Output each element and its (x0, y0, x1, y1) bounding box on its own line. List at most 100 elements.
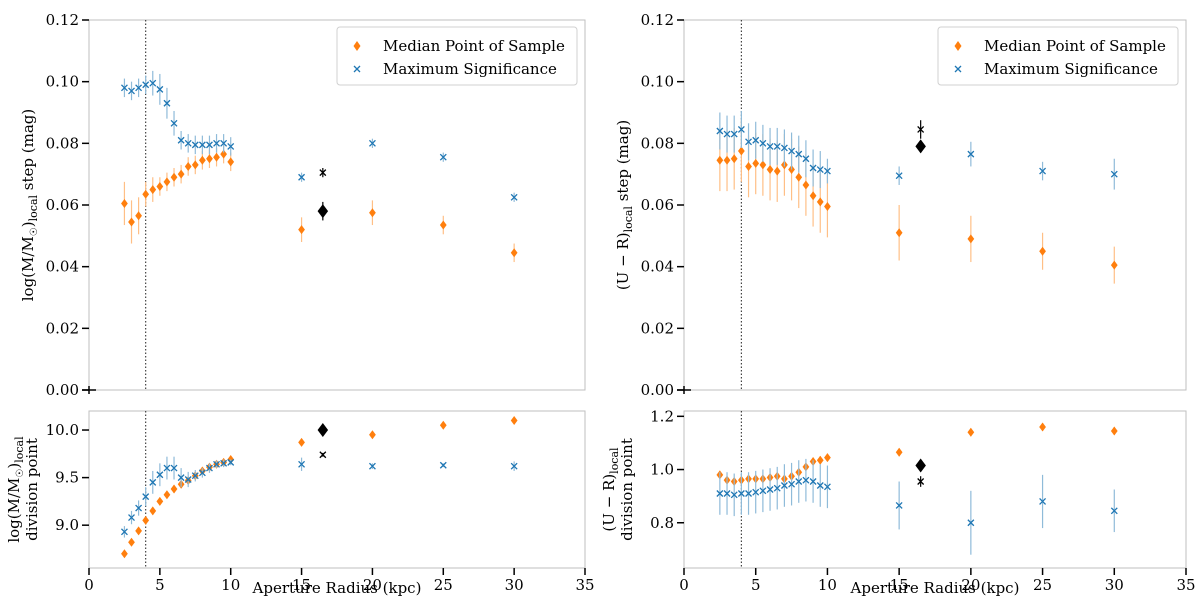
data-point-diamond (213, 152, 220, 162)
data-point-x (773, 484, 781, 492)
data-point-diamond (191, 160, 199, 170)
data-point-diamond (723, 155, 731, 165)
data-point-x (723, 490, 731, 497)
data-point-x (730, 491, 738, 499)
data-point-x (128, 87, 135, 95)
data-point-x (745, 138, 753, 146)
data-point-diamond (156, 496, 164, 506)
data-point-diamond (716, 155, 724, 165)
y-tick-label: 0.8 (650, 514, 674, 532)
data-point-x (766, 142, 774, 150)
data-point-x (737, 490, 745, 497)
y-axis-label: log(M/M☉)local step (mag) (19, 109, 40, 302)
data-point-x (220, 459, 228, 467)
data-point-x (759, 487, 767, 495)
data-point-x (149, 79, 157, 87)
data-point-diamond (317, 204, 329, 219)
data-point-x (766, 486, 774, 493)
data-point-diamond (135, 211, 142, 221)
y-tick-label: 10.0 (46, 421, 79, 439)
legend-box (336, 26, 578, 86)
y-tick-label: 1.0 (650, 461, 674, 479)
data-point-diamond (369, 430, 376, 440)
y-tick-label: 0.10 (46, 73, 79, 91)
data-point-x (184, 476, 192, 483)
x-tick-label: 35 (1176, 576, 1195, 594)
data-point-diamond (170, 172, 178, 182)
data-point-x (170, 464, 178, 472)
data-point-diamond (745, 161, 752, 171)
y-tick-label: 0.00 (46, 381, 79, 399)
data-point-x (802, 476, 810, 484)
data-point-diamond (184, 161, 192, 171)
data-point-diamond (369, 208, 376, 218)
legend-label: Maximum Significance (383, 60, 557, 78)
data-point-x (716, 490, 724, 497)
data-point-diamond (752, 158, 760, 168)
data-point-x (795, 150, 803, 158)
data-point-x (917, 478, 925, 485)
data-point-x (120, 528, 128, 536)
data-point-x (368, 139, 376, 147)
data-point-diamond (149, 506, 157, 516)
data-point-x (177, 136, 185, 144)
data-point-x (809, 164, 817, 172)
data-point-x (823, 483, 831, 491)
legend: Median Point of Sample Maximum Significan… (937, 26, 1179, 86)
data-point-diamond (1110, 260, 1118, 270)
data-point-x (773, 142, 781, 150)
data-point-x (730, 130, 738, 138)
data-point-diamond (766, 165, 774, 175)
x-tick-label: 25 (434, 576, 453, 594)
data-point-diamond (1110, 426, 1118, 436)
series-maximum-significance (716, 458, 1118, 555)
data-point-diamond (128, 537, 135, 547)
data-point-diamond (156, 182, 164, 191)
data-point-x (917, 125, 925, 133)
data-point-diamond (895, 447, 903, 457)
series-maximum-significance (120, 456, 518, 538)
data-point-x (967, 519, 975, 527)
y-tick-label: 0.12 (46, 11, 79, 29)
legend-label: Median Point of Sample (984, 37, 1166, 55)
y-axis-label-line2: division point (618, 438, 636, 541)
plot-frame (683, 410, 1187, 569)
data-point-diamond (227, 157, 235, 167)
data-point-x (156, 471, 164, 479)
x-tick-label: 35 (575, 576, 594, 594)
data-point-x (759, 139, 767, 147)
data-point-diamond (895, 228, 903, 238)
legend-x-icon (954, 65, 962, 73)
data-point-x (184, 139, 192, 147)
y-tick-label: 0.06 (641, 196, 674, 214)
x-tick-label: 30 (1105, 576, 1124, 594)
data-point-x (780, 482, 788, 489)
legend-x-icon (353, 65, 361, 73)
data-point-x (319, 451, 327, 459)
data-point-diamond (809, 191, 817, 201)
data-point-x (1110, 507, 1118, 515)
plot-frame (88, 410, 586, 569)
series-reference-3 (917, 476, 925, 487)
data-point-x (752, 488, 760, 496)
y-axis-label: (U − R)local step (mag) (614, 120, 635, 290)
y-tick-label: 1.2 (650, 407, 674, 425)
data-point-x (198, 141, 206, 149)
data-point-x (135, 504, 143, 512)
y-tick-label: 0.10 (641, 73, 674, 91)
series-reference-3 (319, 451, 327, 459)
data-point-diamond (128, 217, 135, 227)
x-axis-label: Aperture Radius (kpc) (850, 579, 1020, 597)
data-point-diamond (915, 458, 926, 473)
data-point-x (816, 166, 824, 174)
legend: Median Point of Sample Maximum Significan… (336, 26, 578, 86)
x-tick-label: 0 (679, 576, 689, 594)
data-point-x (120, 84, 128, 92)
y-tick-label: 0.04 (641, 258, 674, 276)
data-point-diamond (802, 180, 810, 190)
data-point-x (895, 172, 903, 180)
data-point-x (788, 480, 796, 488)
y-tick-label: 0.08 (46, 134, 79, 152)
y-tick-label: 0.04 (46, 258, 79, 276)
data-point-x (142, 81, 150, 89)
